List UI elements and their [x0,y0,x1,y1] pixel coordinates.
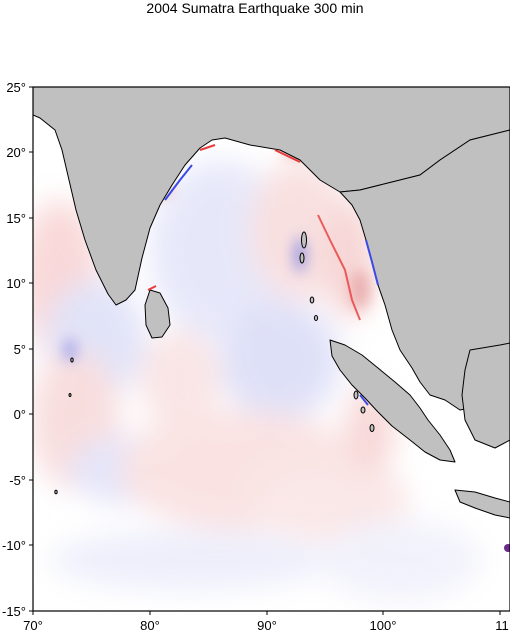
x-tick-label: 70° [23,618,43,632]
y-tick-label: 20° [6,145,26,160]
andaman-islands [54,231,375,495]
y-tick-label: -5° [9,473,26,488]
x-tick-label: 80° [140,618,160,632]
land-masses [33,87,510,519]
y-tick-label: 0° [14,407,26,422]
sri-lanka-landmass [144,289,171,339]
y-tick-label: 5° [14,342,26,357]
coastal-wave-highlights [147,144,379,406]
java-landmass [454,489,510,519]
wave-field [33,87,510,611]
boundary-marker [504,544,510,552]
y-tick-label: 10° [6,276,26,291]
map-title: 2004 Sumatra Earthquake 300 min [146,0,364,16]
x-tick-label: 90° [257,618,277,632]
y-tick-label: -10° [2,538,26,553]
x-tick-label: 100° [370,618,397,632]
y-tick-label: 15° [6,211,26,226]
x-axis-labels: 70° 80° 90° 100° 11 [23,618,509,632]
y-tick-label: -15° [2,604,26,619]
borneo-landmass [461,342,510,449]
sumatra-landmass [329,339,456,463]
y-axis-labels: 25° 20° 15° 10° 5° 0° -5° -10° -15° [2,80,26,619]
y-tick-label: 25° [6,80,26,95]
x-tick-label: 11 [495,618,509,632]
tick-marks [29,86,501,615]
